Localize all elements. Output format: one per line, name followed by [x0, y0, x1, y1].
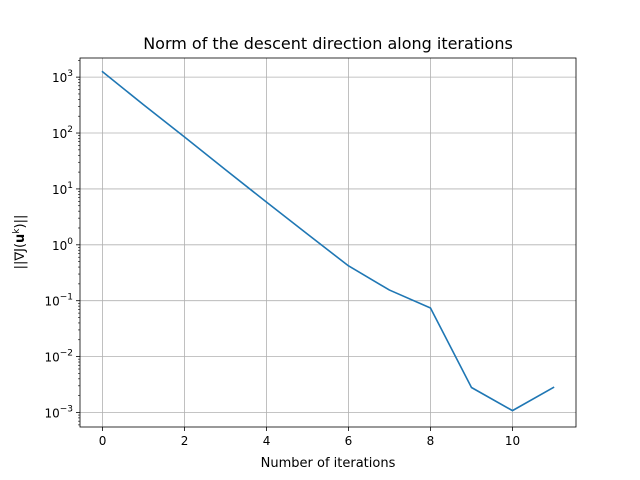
y-tick-label: 10−2 — [44, 349, 73, 365]
y-tick-label-exponent: 0 — [67, 237, 73, 247]
series-line — [101, 70, 555, 412]
plot-frame — [79, 57, 577, 428]
x-tick-label: 6 — [345, 434, 353, 448]
x-tick-label: 10 — [505, 434, 520, 448]
x-axis-label: Number of iterations — [261, 456, 396, 471]
y-tick-label-exponent: −1 — [60, 293, 73, 303]
y-tick-label-exponent: −3 — [60, 404, 73, 414]
y-tick-label: 103 — [52, 69, 73, 85]
y-tick-label-exponent: 1 — [67, 181, 73, 191]
y-tick-label: 10−1 — [44, 293, 73, 309]
y-tick-label-exponent: 2 — [67, 125, 73, 135]
y-tick-label-base: 10 — [52, 239, 67, 253]
y-tick-label-base: 10 — [44, 406, 59, 420]
grid — [80, 58, 576, 427]
chart-title: Norm of the descent direction along iter… — [143, 34, 513, 53]
y-tick-label: 10−3 — [44, 404, 73, 420]
y-axis-label-open: ||∇J( — [13, 243, 28, 269]
y-axis-label: ||∇J(uk)|| — [12, 215, 28, 270]
y-tick-label-exponent: −2 — [60, 349, 73, 359]
x-tick-label: 4 — [263, 434, 271, 448]
y-tick-label-base: 10 — [52, 71, 67, 85]
x-tick-label: 8 — [427, 434, 435, 448]
y-tick-label: 102 — [52, 125, 73, 141]
y-tick-label-base: 10 — [44, 351, 59, 365]
y-tick-label-exponent: 3 — [67, 69, 73, 79]
x-axis-ticks: 0 2 4 6 8 10 — [99, 427, 520, 448]
x-tick-label: 2 — [181, 434, 189, 448]
y-axis-label-close: )|| — [13, 215, 28, 229]
series-layer — [101, 70, 555, 412]
y-tick-label-base: 10 — [44, 295, 59, 309]
y-tick-label: 101 — [52, 181, 73, 197]
y-tick-label: 100 — [52, 237, 73, 253]
y-tick-label-base: 10 — [52, 127, 67, 141]
y-tick-label-base: 10 — [52, 183, 67, 197]
y-axis-label-sup: k — [12, 228, 22, 234]
y-axis-label-bold: u — [13, 234, 28, 243]
x-tick-label: 0 — [99, 434, 107, 448]
